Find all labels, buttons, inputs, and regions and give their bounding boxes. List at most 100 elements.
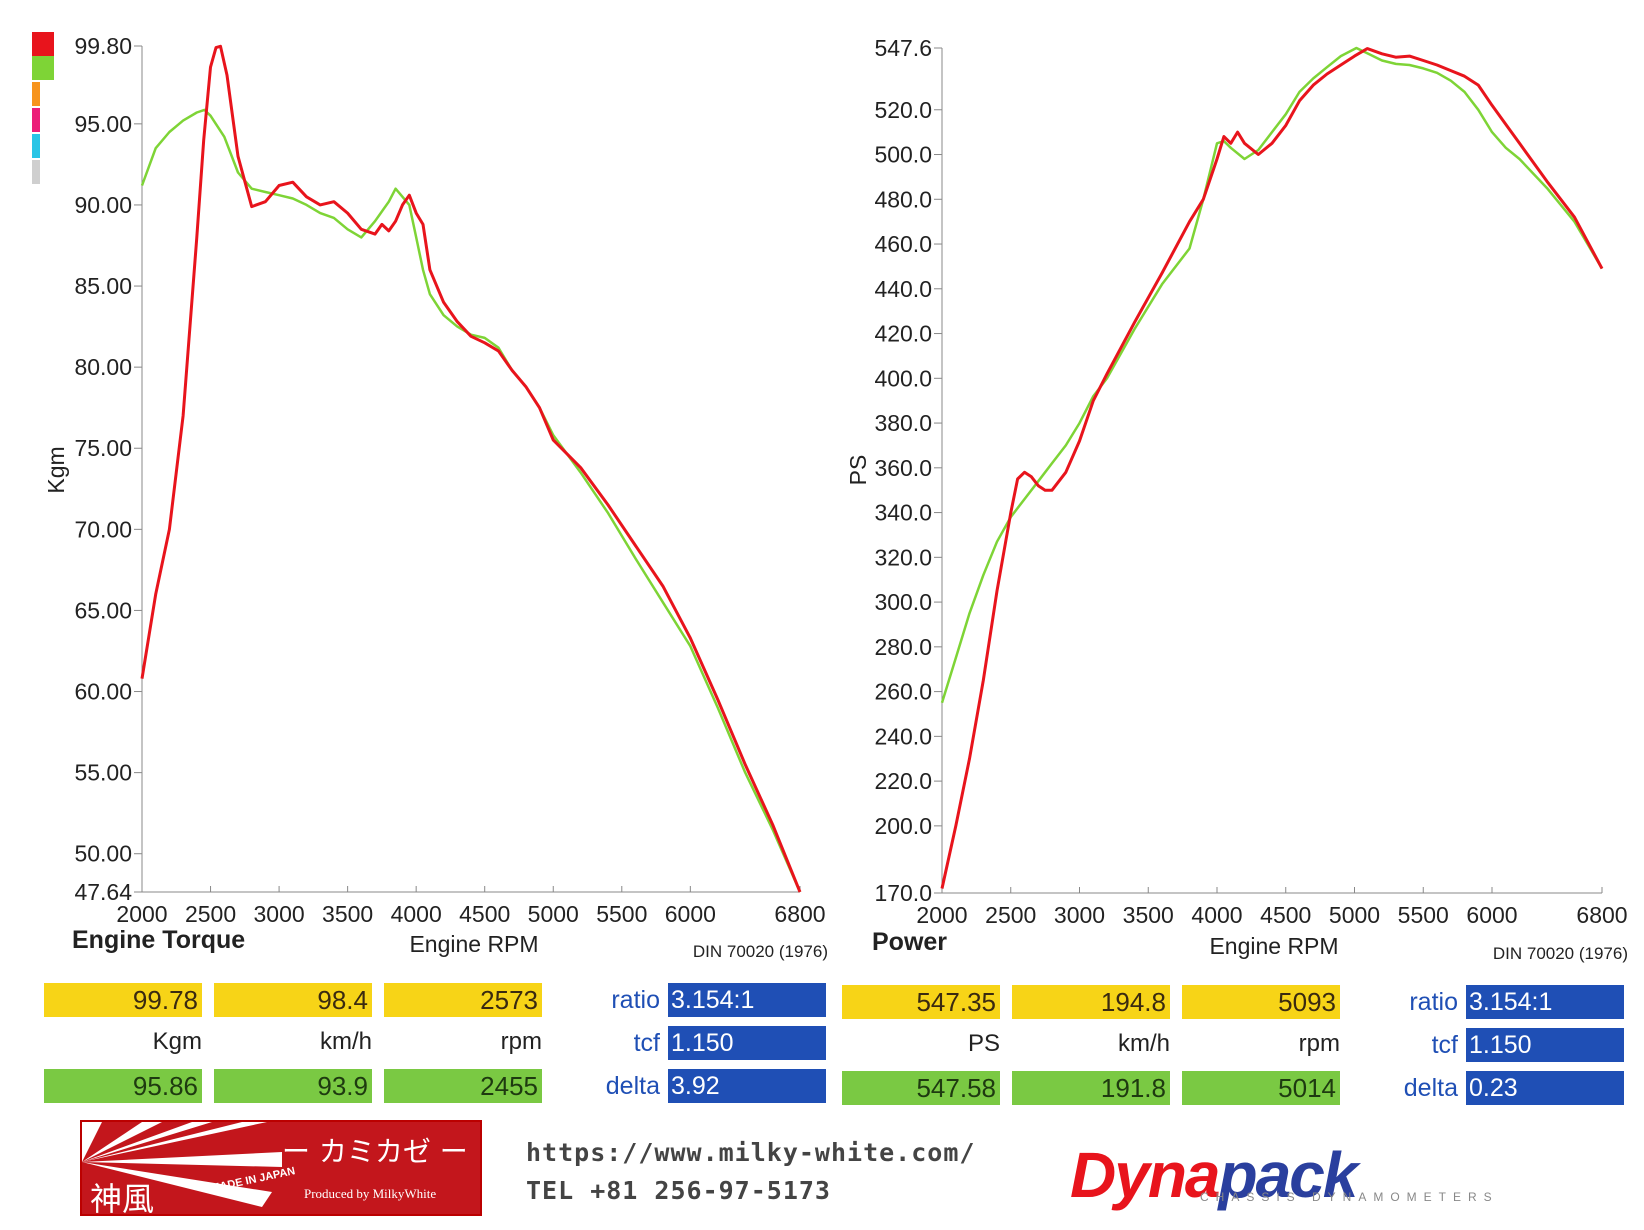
torque-x-tick-label: 4500: [459, 901, 510, 927]
power-x-ticks: 2000 2500 3000 3500 4000 4500 5000 5500 6000 6800: [916, 887, 1628, 928]
power-y-tick-label: 440.0: [874, 276, 932, 302]
torque-y-tick-label: 90.00: [74, 192, 132, 218]
power-standard-label: DIN 70020 (1976): [1493, 944, 1628, 963]
torque-y-tick-label: 75.00: [74, 435, 132, 461]
power-tcf-label: tcf: [1431, 1031, 1458, 1059]
power-y-tick-label: 280.0: [874, 634, 932, 660]
power-y-tick-label: 200.0: [874, 813, 932, 839]
power-run1-kmh: 194.8: [1012, 985, 1170, 1019]
power-y-tick-label: 170.0: [874, 880, 932, 906]
torque-x-tick-label: 6800: [774, 901, 825, 927]
power-run1-ps: 547.35: [842, 985, 1000, 1019]
torque-ratio-label: ratio: [611, 986, 660, 1014]
power-y-axis-title: PS: [845, 455, 871, 486]
dynapack-logo: Dynapack CHASSIS DYNAMOMETERS: [1070, 1138, 1590, 1211]
legend-swatch-run1: [32, 32, 54, 56]
torque-y-tick-label: 80.00: [74, 354, 132, 380]
torque-delta-value: 3.92: [668, 1069, 826, 1103]
torque-run2-kgm: 95.86: [44, 1069, 202, 1103]
power-y-tick-label: 420.0: [874, 321, 932, 347]
torque-y-tick-label: 85.00: [74, 273, 132, 299]
torque-y-tick-label: 55.00: [74, 760, 132, 786]
power-unit-ps: PS: [967, 1030, 1000, 1057]
dynapack-word-dyna: Dyna: [1070, 1139, 1220, 1211]
power-y-tick-label: 240.0: [874, 723, 932, 749]
power-series-run1-line: [940, 47, 1604, 889]
torque-series: [140, 44, 802, 893]
legend-swatch-5: [32, 134, 40, 158]
power-y-tick-label: 547.6: [874, 35, 932, 61]
torque-x-tick-label: 2500: [185, 901, 236, 927]
kamikaze-logo: ー カミカゼ ー 神風 MADE IN JAPAN Produced by Mi…: [80, 1120, 482, 1216]
kamikaze-kana: ー カミカゼ ー: [282, 1135, 468, 1168]
power-y-tick-label: 380.0: [874, 410, 932, 436]
legend-swatch-6: [32, 160, 40, 184]
torque-y-ticks: 47.64 50.00 55.00 60.00 65.00 70.00 75.00 80.00…: [74, 33, 142, 905]
power-delta-value: 0.23: [1466, 1071, 1624, 1105]
power-chart-title: Power: [872, 928, 947, 956]
telephone: TEL +81 256-97-5173: [526, 1176, 831, 1205]
torque-y-tick-label: 47.64: [74, 879, 132, 905]
torque-chart: 47.64 50.00 55.00 60.00 65.00 70.00 75.00 80.00…: [43, 33, 828, 961]
torque-series-run2-line: [140, 108, 802, 893]
torque-y-tick-label: 50.00: [74, 841, 132, 867]
power-tcf-value: 1.150: [1466, 1028, 1624, 1062]
torque-unit-rpm: rpm: [500, 1028, 542, 1055]
power-y-tick-label: 500.0: [874, 142, 932, 168]
power-ratio-value: 3.154:1: [1466, 985, 1624, 1019]
power-x-tick-label: 6800: [1576, 902, 1627, 928]
website-url[interactable]: https://www.milky-white.com/: [526, 1138, 976, 1167]
torque-x-tick-label: 4000: [391, 901, 442, 927]
torque-unit-kmh: km/h: [319, 1028, 372, 1055]
torque-tcf-label: tcf: [633, 1029, 660, 1057]
torque-x-tick-label: 5000: [528, 901, 579, 927]
power-chart: 170.0 200.0 220.0 240.0 260.0 280.0 300.0 320.0…: [845, 35, 1628, 963]
torque-run2-rpm: 2455: [384, 1069, 542, 1103]
power-y-tick-label: 400.0: [874, 365, 932, 391]
power-y-tick-label: 520.0: [874, 97, 932, 123]
torque-x-ticks: 2000 2500 3000 3500 4000 4500 5000 5500 6000 6800: [116, 886, 826, 927]
power-x-tick-label: 3500: [1123, 902, 1174, 928]
power-y-ticks: 170.0 200.0 220.0 240.0 260.0 280.0 300.0 320.0…: [874, 35, 942, 906]
torque-y-axis-title: Kgm: [43, 446, 69, 493]
power-x-tick-label: 4500: [1260, 902, 1311, 928]
power-x-tick-label: 3000: [1054, 902, 1105, 928]
torque-run2-kmh: 93.9: [214, 1069, 372, 1103]
power-y-tick-label: 260.0: [874, 679, 932, 705]
power-y-tick-label: 360.0: [874, 455, 932, 481]
torque-x-tick-label: 6000: [665, 901, 716, 927]
power-run1-rpm: 5093: [1182, 985, 1340, 1019]
dynapack-word-pack: pack: [1218, 1139, 1359, 1211]
torque-standard-label: DIN 70020 (1976): [693, 942, 828, 961]
power-ratio-label: ratio: [1409, 988, 1458, 1016]
torque-y-tick-label: 60.00: [74, 679, 132, 705]
power-x-tick-label: 5000: [1329, 902, 1380, 928]
power-x-tick-label: 4000: [1191, 902, 1242, 928]
torque-y-tick-label: 65.00: [74, 597, 132, 623]
produced-by-label: Produced by MilkyWhite: [304, 1186, 437, 1201]
dynapack-subtitle: CHASSIS DYNAMOMETERS: [1200, 1190, 1499, 1204]
power-y-tick-label: 300.0: [874, 589, 932, 615]
power-delta-label: delta: [1403, 1074, 1458, 1102]
power-x-tick-label: 6000: [1466, 902, 1517, 928]
power-y-tick-label: 320.0: [874, 544, 932, 570]
kamikaze-kanji: 神風: [90, 1180, 155, 1216]
torque-y-tick-label: 95.00: [74, 111, 132, 137]
legend-swatch-3: [32, 82, 40, 106]
power-unit-kmh: km/h: [1117, 1030, 1170, 1057]
power-y-tick-label: 480.0: [874, 186, 932, 212]
power-run2-ps: 547.58: [842, 1071, 1000, 1105]
torque-run1-kgm: 99.78: [44, 983, 202, 1017]
torque-ratio-value: 3.154:1: [668, 983, 826, 1017]
power-x-axis-title: Engine RPM: [1209, 933, 1338, 959]
torque-x-tick-label: 3500: [322, 901, 373, 927]
rising-sun-graphic: [82, 1122, 282, 1207]
legend-swatch-4: [32, 108, 40, 132]
torque-series-run1-line: [140, 44, 802, 893]
torque-run1-rpm: 2573: [384, 983, 542, 1017]
power-x-tick-label: 5500: [1398, 902, 1449, 928]
power-x-tick-label: 2000: [916, 902, 967, 928]
power-y-tick-label: 460.0: [874, 231, 932, 257]
power-series: [940, 46, 1604, 889]
legend-swatch-run2: [32, 56, 54, 80]
